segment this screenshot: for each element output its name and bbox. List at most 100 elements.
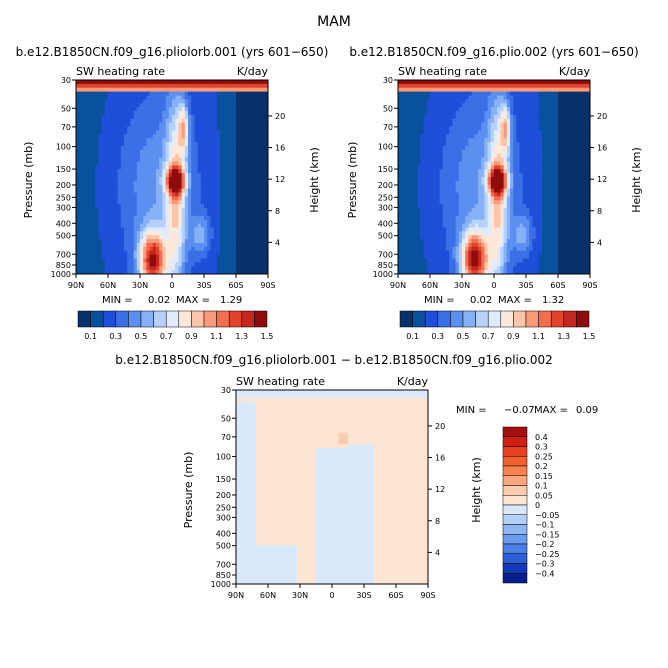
- x-tick-label: 30N: [454, 281, 470, 290]
- x-tick-label: 30N: [292, 591, 308, 600]
- colorbar-swatch: [502, 426, 528, 437]
- y-tick-label: 400: [56, 219, 71, 228]
- colorbar-swatch: [462, 310, 476, 328]
- colorbar-label: 1.3: [557, 332, 570, 341]
- colorbar-swatch: [502, 514, 528, 525]
- y-tick-label: 30: [61, 76, 71, 85]
- x-tick-label: 90S: [260, 281, 275, 290]
- y-tick-label: 100: [378, 143, 393, 152]
- colorbar-swatch: [502, 563, 528, 574]
- panel-3-title: b.e12.B1850CN.f09_g16.pliolorb.001 − b.e…: [115, 353, 552, 367]
- colorbar-swatch: [424, 310, 439, 328]
- colorbar-label: 1.1: [532, 332, 545, 341]
- y-tick-label: 70: [221, 433, 231, 442]
- y-right-tick-label: 20: [435, 422, 445, 431]
- colorbar-swatch: [550, 310, 565, 328]
- y-tick-label: 850: [216, 571, 231, 580]
- panel-2-ylabel-right: Height (km): [630, 147, 643, 213]
- colorbar-label: 0.25: [535, 452, 553, 461]
- colorbar-swatch: [502, 543, 528, 554]
- panel-1: b.e12.B1850CN.f09_g16.pliolorb.001 (yrs …: [16, 45, 329, 341]
- panel-1-colorbar: 0.1 0.3 0.5 0.7 0.9 1.1 1.3 1.5: [77, 310, 273, 341]
- y-tick-label: 100: [56, 143, 71, 152]
- colorbar-label: 0.7: [160, 332, 173, 341]
- y-tick-label: 30: [221, 386, 231, 395]
- y-tick-label: 150: [216, 475, 231, 484]
- x-tick-label: 60S: [550, 281, 565, 290]
- colorbar-swatch: [153, 310, 167, 328]
- colorbar-label: 1.5: [583, 332, 596, 341]
- y-tick-label: 250: [378, 193, 393, 202]
- colorbar-swatch: [399, 310, 413, 328]
- y-right-tick-label: 16: [597, 144, 607, 153]
- y-right-tick-label: 8: [435, 517, 440, 526]
- y-tick-label: 400: [378, 219, 393, 228]
- y-tick-label: 100: [216, 453, 231, 462]
- figure-title: MAM: [317, 14, 351, 30]
- colorbar-label: 0.1: [406, 332, 419, 341]
- y-tick-label: 150: [56, 165, 71, 174]
- colorbar-label: 0.7: [482, 332, 495, 341]
- colorbar-swatch: [178, 310, 192, 328]
- x-tick-label: 90S: [582, 281, 597, 290]
- colorbar-swatch: [525, 310, 539, 328]
- y-tick-label: 300: [216, 513, 231, 522]
- colorbar-swatch: [412, 310, 426, 328]
- panel-2-min-label: MIN =: [424, 295, 455, 306]
- colorbar-swatch: [563, 310, 577, 328]
- colorbar-swatch: [502, 436, 528, 447]
- colorbar-swatch: [502, 485, 528, 496]
- colorbar-swatch: [165, 310, 180, 328]
- colorbar-label: 1.3: [235, 332, 248, 341]
- y-tick-label: 50: [61, 104, 71, 113]
- y-tick-label: 50: [383, 104, 393, 113]
- colorbar-swatch: [90, 310, 104, 328]
- panel-3-min-label: MIN =: [456, 405, 487, 416]
- y-right-tick-label: 12: [597, 175, 607, 184]
- y-tick-label: 500: [216, 542, 231, 551]
- colorbar-swatch: [216, 310, 230, 328]
- y-tick-label: 500: [56, 232, 71, 241]
- colorbar-swatch: [128, 310, 142, 328]
- panel-3-max-label: MAX =: [534, 405, 568, 416]
- x-tick-label: 60N: [422, 281, 438, 290]
- colorbar-label: −0.2: [535, 540, 554, 549]
- y-tick-label: 500: [378, 232, 393, 241]
- colorbar-label: 1.1: [210, 332, 223, 341]
- panel-1-plot: 90N 60N 30N 0 30S 60S 90S 30 50 70 100 150 200 250300…: [51, 76, 286, 290]
- panel-2-max-label: MAX =: [498, 295, 532, 306]
- panel-3-max-value: 0.09: [576, 405, 598, 416]
- panel-3-subtitle-right: K/day: [397, 375, 429, 388]
- colorbar-label: −0.3: [535, 560, 554, 569]
- colorbar-swatch: [102, 310, 117, 328]
- colorbar-swatch: [241, 310, 255, 328]
- x-tick-label: 30S: [356, 591, 371, 600]
- y-tick-label: 200: [216, 491, 231, 500]
- panel-3: b.e12.B1850CN.f09_g16.pliolorb.001 − b.e…: [115, 353, 598, 600]
- y-right-tick-label: 4: [275, 238, 280, 247]
- panel-2-subtitle-right: K/day: [559, 65, 591, 78]
- colorbar-label: −0.15: [535, 530, 560, 539]
- x-tick-label: 0: [329, 591, 334, 600]
- panel-2-max-value: 1.32: [542, 295, 564, 306]
- colorbar-swatch: [502, 573, 528, 584]
- panel-2-title: b.e12.B1850CN.f09_g16.plio.002 (yrs 601−…: [349, 45, 638, 59]
- y-tick-label: 300: [378, 203, 393, 212]
- y-tick-label: 850: [378, 261, 393, 270]
- colorbar-label: 0.9: [185, 332, 198, 341]
- colorbar-swatch: [502, 446, 528, 457]
- y-tick-label: 70: [383, 123, 393, 132]
- y-tick-label: 30: [383, 76, 393, 85]
- y-right-tick-label: 20: [597, 112, 607, 121]
- colorbar-swatch: [502, 553, 528, 564]
- colorbar-label: 0.3: [431, 332, 444, 341]
- x-tick-label: 0: [169, 281, 174, 290]
- y-right-tick-label: 4: [597, 238, 602, 247]
- colorbar-label: 0.5: [135, 332, 148, 341]
- y-tick-label: 200: [56, 181, 71, 190]
- y-tick-label: 200: [378, 181, 393, 190]
- colorbar-swatch: [450, 310, 464, 328]
- panel-2-ylabel: Pressure (mb): [346, 142, 359, 219]
- colorbar-label: 0.1: [535, 482, 548, 491]
